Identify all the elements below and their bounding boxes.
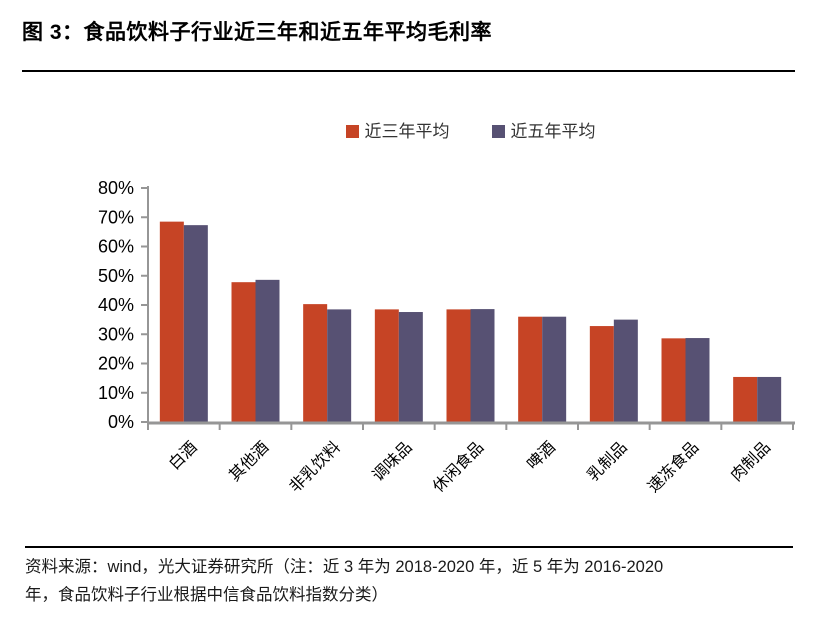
figure-title: 图 3：食品饮料子行业近三年和近五年平均毛利率 [22, 21, 493, 44]
x-category-label-休闲食品: 休闲食品 [429, 438, 487, 496]
bar-近三年平均-啤酒 [518, 316, 543, 422]
legend-item-3yr: 近三年平均 [345, 121, 450, 141]
legend-swatch-3yr-icon [345, 124, 359, 138]
legend-item-5yr: 近五年平均 [491, 121, 596, 141]
x-category-label-乳制品: 乳制品 [584, 438, 631, 485]
bar-近三年平均-乳制品 [589, 326, 614, 422]
chart-legend: 近三年平均 近五年平均 [148, 118, 793, 144]
bar-近五年平均-白酒 [183, 225, 208, 422]
legend-label-3yr: 近三年平均 [364, 121, 450, 141]
bar-近五年平均-其他酒 [255, 279, 280, 422]
bar-近五年平均-非乳饮料 [327, 309, 352, 422]
x-category-label-其他酒: 其他酒 [226, 438, 273, 485]
source-note: 资料来源：wind，光大证券研究所（注：近 3 年为 2018-2020 年，近… [25, 553, 800, 609]
y-tick-label: 0% [108, 412, 134, 432]
y-tick-label: 80% [98, 178, 134, 198]
x-category-label-啤酒: 啤酒 [524, 438, 559, 473]
bar-近五年平均-乳制品 [613, 319, 638, 422]
source-note-line2: 年，食品饮料子行业根据中信食品饮料指数分类） [25, 586, 388, 604]
bar-近三年平均-调味品 [374, 309, 399, 422]
bar-近五年平均-调味品 [398, 312, 423, 422]
bar-近三年平均-其他酒 [231, 282, 256, 422]
x-category-label-白酒: 白酒 [165, 438, 200, 473]
bar-近五年平均-速冻食品 [685, 338, 710, 422]
y-tick-label: 10% [98, 383, 134, 403]
bar-近五年平均-啤酒 [542, 316, 567, 422]
y-tick-label: 70% [98, 207, 134, 227]
title-divider [22, 70, 795, 72]
bar-近三年平均-白酒 [159, 221, 184, 422]
source-note-line1: 资料来源：wind，光大证券研究所（注：近 3 年为 2018-2020 年，近… [25, 558, 664, 576]
x-category-label-肉制品: 肉制品 [727, 438, 774, 485]
y-tick-label: 60% [98, 237, 134, 257]
y-tick-label: 30% [98, 324, 134, 344]
x-category-label-调味品: 调味品 [369, 438, 416, 485]
bar-近三年平均-休闲食品 [446, 309, 471, 422]
bar-近五年平均-肉制品 [757, 376, 782, 422]
footer-divider [25, 546, 793, 548]
bar-近三年平均-非乳饮料 [303, 304, 328, 422]
y-tick-label: 40% [98, 295, 134, 315]
bar-近三年平均-速冻食品 [661, 338, 686, 422]
legend-swatch-5yr-icon [491, 124, 505, 138]
x-category-label-速冻食品: 速冻食品 [644, 438, 702, 496]
y-tick-label: 50% [98, 266, 134, 286]
y-tick-label: 20% [98, 354, 134, 374]
bar-近三年平均-肉制品 [733, 376, 758, 422]
legend-label-5yr: 近五年平均 [510, 121, 596, 141]
x-category-label-非乳饮料: 非乳饮料 [286, 438, 344, 496]
bar-近五年平均-休闲食品 [470, 309, 495, 422]
